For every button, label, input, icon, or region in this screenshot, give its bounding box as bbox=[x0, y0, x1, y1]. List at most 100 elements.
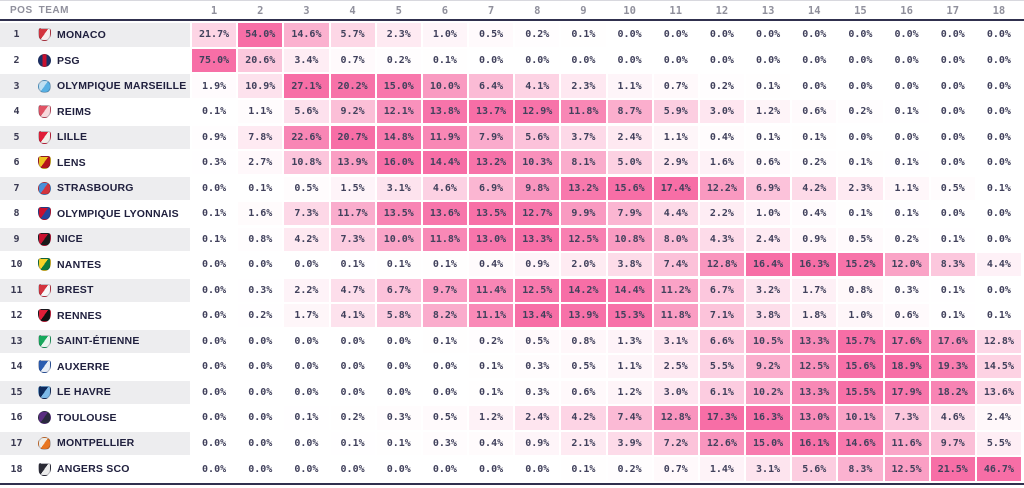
probability-cell: 12.8% bbox=[976, 329, 1021, 353]
probability-cell: 0.0% bbox=[238, 355, 283, 379]
team-cell[interactable]: 10 NANTES bbox=[0, 253, 190, 276]
team-name: RENNES bbox=[57, 309, 102, 322]
probability-cell: 20.7% bbox=[330, 125, 375, 149]
probability-cell: 0.0% bbox=[330, 355, 375, 379]
team-cell[interactable]: 11 BREST bbox=[0, 278, 190, 302]
position-number: 12 bbox=[10, 310, 23, 322]
probability-cell: 16.0% bbox=[376, 151, 421, 175]
probability-cell: 0.2% bbox=[330, 406, 375, 430]
probability-cell: 0.0% bbox=[838, 74, 883, 98]
probability-cell: 5.6% bbox=[284, 99, 329, 124]
probability-cell: 17.6% bbox=[930, 329, 975, 353]
team-cell[interactable]: 3 OLYMPIQUE MARSEILLE bbox=[0, 74, 190, 98]
team-cell[interactable]: 14 AUXERRE bbox=[0, 355, 190, 378]
probability-cell: 13.0% bbox=[469, 227, 514, 251]
probability-cell: 11.9% bbox=[422, 125, 467, 149]
probability-cell: 8.0% bbox=[653, 227, 698, 251]
probability-cell: 0.2% bbox=[838, 99, 883, 124]
probability-cell: 9.8% bbox=[515, 176, 560, 200]
probability-cell: 0.9% bbox=[792, 227, 837, 251]
probability-cell: 2.9% bbox=[653, 151, 698, 175]
probability-cell: 0.1% bbox=[792, 125, 837, 149]
probability-cell: 6.1% bbox=[699, 380, 744, 405]
position-number: 17 bbox=[10, 437, 23, 449]
position-header-15: 15 bbox=[854, 4, 867, 17]
probability-cell: 6.9% bbox=[469, 176, 514, 200]
team-cell[interactable]: 9 NICE bbox=[0, 227, 190, 251]
probability-cell: 15.6% bbox=[838, 355, 883, 379]
probability-cell: 16.3% bbox=[792, 253, 837, 277]
probability-cell: 8.3% bbox=[930, 253, 975, 277]
position-header-6: 6 bbox=[441, 4, 449, 17]
probability-cell: 0.0% bbox=[192, 457, 237, 481]
probability-cell: 1.2% bbox=[746, 99, 791, 124]
probability-cell: 0.0% bbox=[284, 431, 329, 456]
probability-cell: 13.3% bbox=[792, 329, 837, 353]
probability-cell: 10.0% bbox=[376, 227, 421, 251]
team-cell[interactable]: 2 PSG bbox=[0, 49, 190, 72]
position-number: 7 bbox=[13, 182, 20, 194]
team-cell[interactable]: 16 TOULOUSE bbox=[0, 406, 190, 429]
probability-cell: 12.2% bbox=[699, 176, 744, 200]
probability-cell: 3.0% bbox=[699, 99, 744, 124]
position-header-7: 7 bbox=[487, 4, 495, 17]
team-name: ANGERS SCO bbox=[57, 463, 130, 476]
position-header-1: 1 bbox=[210, 4, 218, 17]
position-number: 5 bbox=[13, 131, 20, 143]
team-crest-icon bbox=[38, 232, 51, 246]
probability-cell: 15.0% bbox=[746, 431, 791, 456]
probability-cell: 0.1% bbox=[746, 74, 791, 98]
position-number: 9 bbox=[13, 233, 20, 245]
probability-cell: 3.9% bbox=[607, 431, 652, 456]
probability-cell: 12.5% bbox=[561, 227, 606, 251]
team-cell[interactable]: 18 ANGERS SCO bbox=[0, 457, 190, 480]
probability-cell: 10.5% bbox=[746, 329, 791, 353]
probability-cell: 2.4% bbox=[515, 406, 560, 430]
team-cell[interactable]: 17 MONTPELLIER bbox=[0, 431, 190, 456]
probability-cell: 10.8% bbox=[607, 227, 652, 251]
probability-cell: 3.8% bbox=[607, 253, 652, 277]
probability-cell: 0.8% bbox=[838, 278, 883, 302]
probability-cell: 0.8% bbox=[561, 329, 606, 353]
team-name: BREST bbox=[57, 284, 94, 297]
team-cell[interactable]: 15 LE HAVRE bbox=[0, 380, 190, 405]
probability-cell: 7.4% bbox=[607, 406, 652, 430]
probability-cell: 2.7% bbox=[238, 151, 283, 175]
probability-cell: 0.0% bbox=[746, 48, 791, 73]
probability-cell: 0.9% bbox=[515, 431, 560, 456]
probability-cell: 17.3% bbox=[699, 406, 744, 430]
probability-cell: 0.0% bbox=[884, 23, 929, 47]
probability-cell: 0.1% bbox=[192, 227, 237, 251]
probability-cell: 1.2% bbox=[607, 380, 652, 405]
table-row: 9 NICE 0.1% 0.8% 4.2% 7.3% 10.0% 11.8% 13.0% 13.3… bbox=[0, 227, 1024, 251]
team-cell[interactable]: 4 REIMS bbox=[0, 100, 190, 123]
team-cell[interactable]: 5 LILLE bbox=[0, 125, 190, 149]
probability-cell: 13.2% bbox=[469, 151, 514, 175]
probability-cell: 13.9% bbox=[561, 304, 606, 328]
probability-cell: 0.3% bbox=[376, 406, 421, 430]
position-header-16: 16 bbox=[900, 4, 913, 17]
team-cell[interactable]: 8 OLYMPIQUE LYONNAIS bbox=[0, 202, 190, 225]
probability-cell: 0.1% bbox=[976, 176, 1021, 200]
probability-cell: 0.0% bbox=[238, 329, 283, 353]
probability-cell: 1.1% bbox=[653, 125, 698, 149]
team-cell[interactable]: 13 SAINT-ÉTIENNE bbox=[0, 329, 190, 353]
team-cell[interactable]: 7 STRASBOURG bbox=[0, 176, 190, 200]
probability-cell: 0.0% bbox=[930, 48, 975, 73]
team-cell[interactable]: 1 MONACO bbox=[0, 23, 190, 47]
team-cell[interactable]: 12 RENNES bbox=[0, 304, 190, 327]
probability-cell: 10.8% bbox=[284, 151, 329, 175]
probability-cell: 2.4% bbox=[607, 125, 652, 149]
probability-cell: 0.1% bbox=[930, 227, 975, 251]
probability-cell: 7.8% bbox=[238, 125, 283, 149]
team-cell[interactable]: 6 LENS bbox=[0, 151, 190, 174]
probability-cell: 11.8% bbox=[561, 99, 606, 124]
position-number: 10 bbox=[10, 259, 23, 271]
probability-cell: 11.8% bbox=[422, 227, 467, 251]
probability-cell: 0.1% bbox=[884, 151, 929, 175]
probability-cell: 5.9% bbox=[653, 99, 698, 124]
probability-cell: 0.0% bbox=[284, 380, 329, 405]
table-body: 1 MONACO 21.7% 54.0% 14.6% 5.7% 2.3% 1.0% 0.5% 0.… bbox=[0, 21, 1024, 481]
position-number: 14 bbox=[10, 361, 23, 373]
